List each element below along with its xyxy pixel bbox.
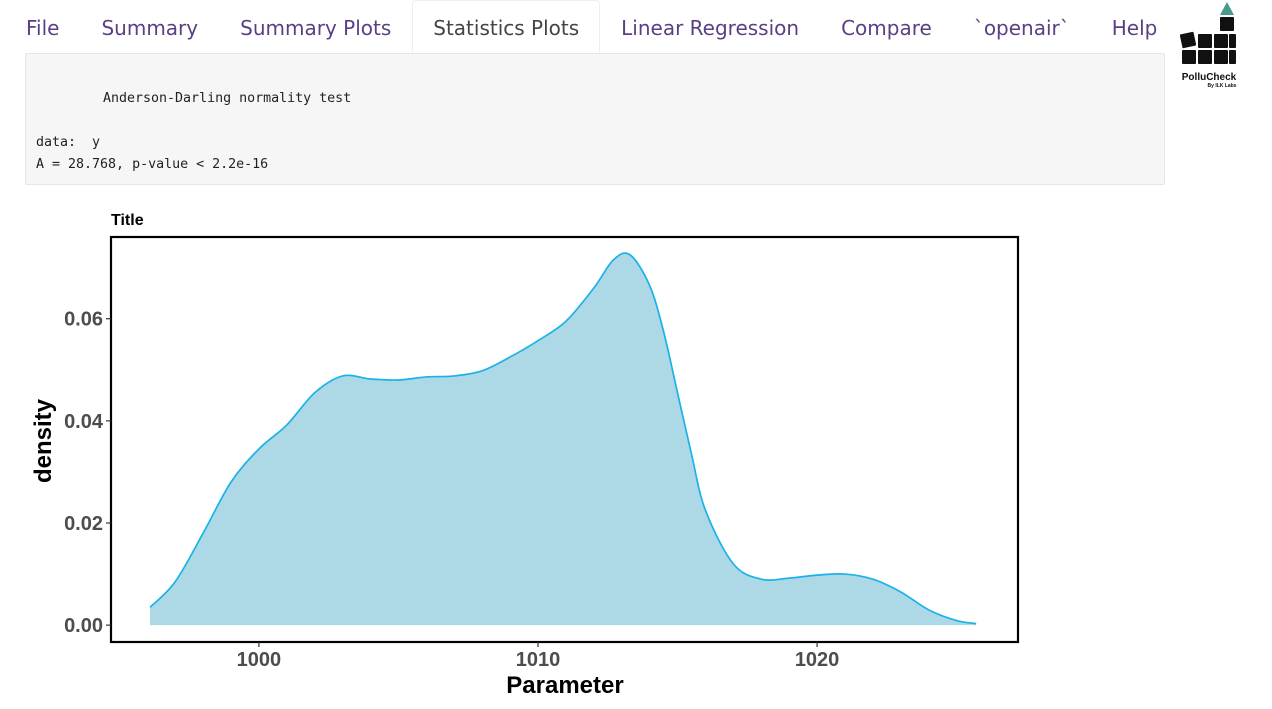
y-tick-label: 0.06: [64, 309, 103, 331]
test-output-panel: Anderson-Darling normality test data: y …: [25, 53, 1165, 185]
x-axis-label: Parameter: [506, 672, 623, 699]
x-tick-label: 1000: [237, 649, 282, 671]
density-plot: Title 1000 1010 1020 0.00 0.02 0.04 0.06 Param…: [0, 195, 1030, 705]
test-method-line: Anderson-Darling normality test: [103, 91, 352, 106]
nav-tab-statistics-plots[interactable]: Statistics Plots: [412, 0, 601, 54]
y-tick-label: 0.00: [64, 615, 103, 637]
plot-layer: [149, 252, 977, 626]
main-navbar: File Summary Summary Plots Statistics Pl…: [0, 0, 1170, 54]
y-tick-label: 0.04: [64, 411, 104, 433]
x-tick-label: 1010: [516, 649, 561, 671]
chart-title: Title: [111, 212, 144, 229]
nav-tab-compare[interactable]: Compare: [841, 16, 932, 40]
nav-tab-openair[interactable]: `openair`: [973, 16, 1070, 40]
nav-tab-linear-regression[interactable]: Linear Regression: [621, 16, 800, 40]
density-curve-line: [149, 252, 977, 625]
nav-tab-file[interactable]: File: [26, 16, 60, 40]
test-result-line: A = 28.768, p-value < 2.2e-16: [36, 157, 269, 172]
pollucheck-logo: PolluCheck By ILK Labs: [1176, 0, 1242, 90]
logo-triangle: [1220, 2, 1234, 15]
plot-panel-border: [109, 235, 1020, 644]
nav-tab-help[interactable]: Help: [1111, 16, 1158, 40]
x-tick-label: 1020: [795, 649, 840, 671]
nav-tab-summary-plots[interactable]: Summary Plots: [240, 16, 392, 40]
test-data-line: data: y: [36, 135, 101, 150]
logo-tagline: By ILK Labs: [1208, 83, 1237, 89]
axes-layer: 1000 1010 1020 0.00 0.02 0.04 0.06: [64, 235, 1020, 671]
pollucheck-logo-graphic: PolluCheck By ILK Labs: [1179, 2, 1237, 89]
nav-tab-summary[interactable]: Summary: [101, 16, 199, 40]
logo-name: PolluCheck: [1182, 72, 1237, 83]
y-axis-label: density: [30, 398, 57, 483]
y-tick-label: 0.02: [64, 513, 103, 535]
density-area-fill: [150, 253, 977, 626]
density-plot-svg: Title 1000 1010 1020 0.00 0.02 0.04 0.06 Param…: [30, 212, 1020, 699]
